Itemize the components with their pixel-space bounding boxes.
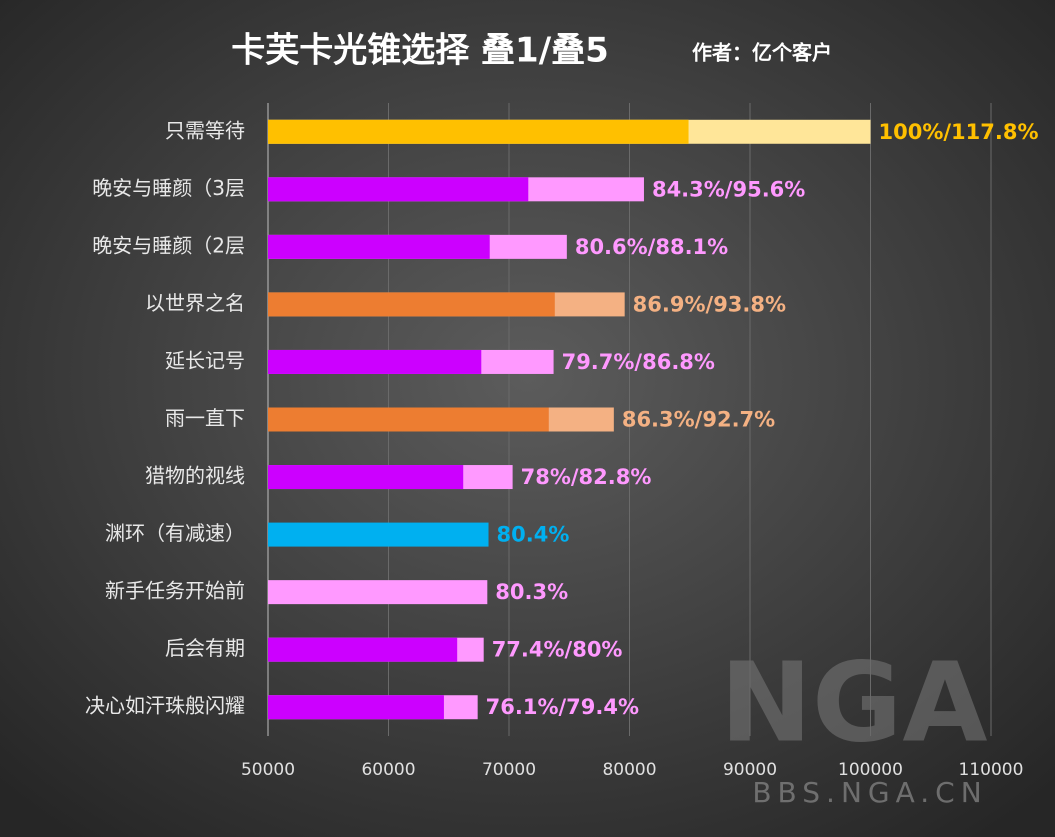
value-label: 86.9%/93.8% — [633, 292, 786, 316]
value-label: 77.4%/80% — [492, 638, 623, 662]
x-tick-label: 110000 — [959, 760, 1024, 780]
value-label: 80.3% — [495, 580, 568, 604]
value-label: 76.1%/79.4% — [486, 695, 639, 719]
x-tick-label: 70000 — [482, 760, 536, 780]
chart-subtitle: 作者：亿个客户 — [692, 41, 832, 65]
bar — [268, 407, 549, 432]
y-tick-label: 晚安与睡颜（3层 — [92, 176, 245, 200]
y-tick-label: 只需等待 — [165, 118, 245, 142]
y-tick-label: 猎物的视线 — [145, 464, 245, 488]
watermark-logo: NGA — [720, 638, 987, 766]
y-tick-label: 后会有期 — [165, 636, 245, 660]
bar — [268, 234, 490, 259]
value-label: 80.4% — [497, 523, 570, 547]
value-label: 86.3%/92.7% — [622, 408, 775, 432]
value-label: 84.3%/95.6% — [652, 177, 805, 201]
y-tick-label: 晚安与睡颜（2层 — [92, 233, 245, 257]
value-label: 80.6%/88.1% — [575, 235, 728, 259]
bar — [268, 292, 555, 317]
bar — [268, 522, 489, 547]
bar — [268, 119, 689, 144]
bar — [268, 637, 458, 662]
bar — [268, 349, 482, 374]
bar — [268, 580, 488, 605]
y-tick-label: 以世界之名 — [145, 291, 245, 315]
value-label: 79.7%/86.8% — [562, 350, 715, 374]
bar — [268, 177, 529, 202]
y-tick-label: 延长记号 — [165, 348, 245, 372]
x-tick-label: 100000 — [838, 760, 903, 780]
x-tick-label: 50000 — [241, 760, 295, 780]
x-tick-label: 60000 — [361, 760, 415, 780]
y-tick-label: 决心如汗珠般闪耀 — [85, 694, 245, 718]
x-tick-label: 80000 — [602, 760, 656, 780]
value-label: 100%/117.8% — [879, 120, 1039, 144]
value-label: 78%/82.8% — [521, 465, 652, 489]
y-tick-label: 雨一直下 — [165, 406, 245, 430]
x-tick-label: 90000 — [723, 760, 777, 780]
bar — [268, 465, 464, 490]
y-tick-label: 渊环（有减速） — [105, 521, 245, 545]
chart-title: 卡芙卡光锥选择 叠1/叠5 — [231, 31, 609, 71]
watermark: BBS.NGA.CN — [752, 776, 987, 809]
bar — [268, 695, 444, 720]
y-tick-label: 新手任务开始前 — [105, 579, 245, 603]
